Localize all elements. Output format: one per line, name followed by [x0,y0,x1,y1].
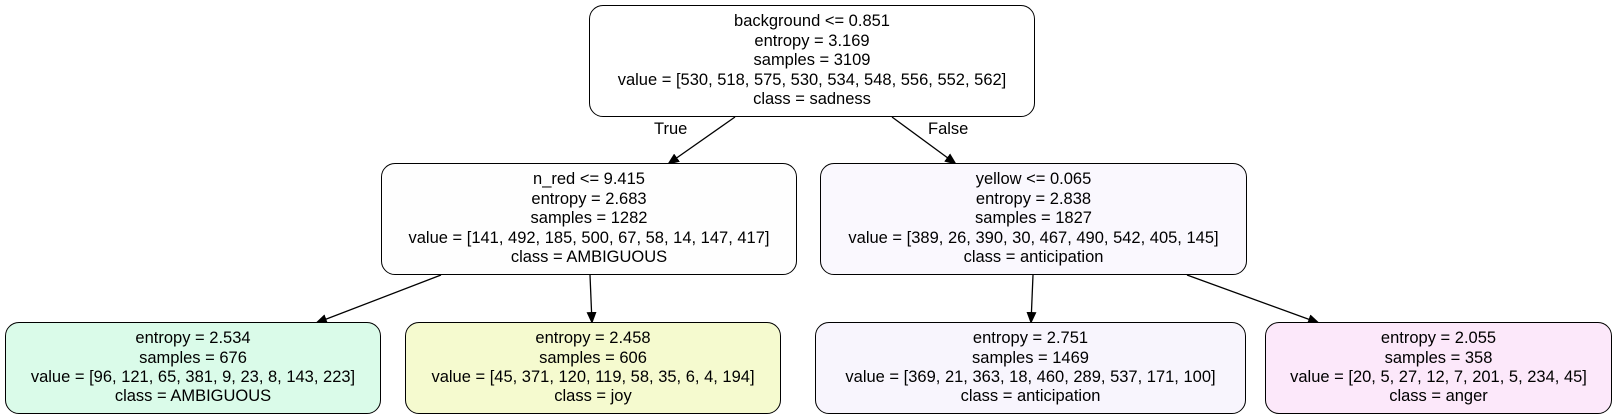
leaf1-samples: samples = 676 [139,348,247,367]
edge-left-leaf2 [586,274,597,324]
left-node: n_red <= 9.415 entropy = 2.683 samples =… [381,163,797,275]
leaf2-entropy: entropy = 2.458 [535,329,651,348]
leaf1-class: class = AMBIGUOUS [114,387,272,406]
leaf-node-1: entropy = 2.534 samples = 676 value = [9… [5,322,381,414]
leaf3-entropy: entropy = 2.751 [972,329,1089,348]
leaf2-class: class = joy [554,387,632,406]
leaf2-samples: samples = 606 [539,348,647,367]
leaf-node-3: entropy = 2.751 samples = 1469 value = [… [815,322,1246,414]
root-class: class = sadness [753,90,871,109]
right-node: yellow <= 0.065 entropy = 2.838 samples … [820,163,1247,275]
leaf1-value: value = [96, 121, 65, 381, 9, 23, 8, 143… [30,368,356,386]
right-entropy: entropy = 2.838 [975,189,1092,208]
leaf3-value: value = [369, 21, 363, 18, 460, 289, 537… [845,368,1216,386]
leaf4-class: class = anger [1389,387,1488,406]
leaf3-class: class = anticipation [960,387,1101,406]
left-split-rule: n_red <= 9.415 [533,170,645,189]
leaf4-value: value = [20, 5, 27, 12, 7, 201, 5, 234, … [1290,368,1587,386]
leaf4-entropy: entropy = 2.055 [1380,329,1497,348]
leaf3-samples: samples = 1469 [972,348,1089,367]
edge-root-right [891,116,957,165]
root-entropy: entropy = 3.169 [754,31,870,50]
leaf-node-2: entropy = 2.458 samples = 606 value = [4… [405,322,781,414]
root-samples: samples = 3109 [753,51,871,70]
edge-right-leaf4 [1186,274,1320,324]
edge-label-false: False [928,120,969,138]
edge-right-leaf3 [1026,274,1037,324]
edge-left-leaf1 [315,274,442,324]
left-entropy: entropy = 2.683 [531,189,647,208]
leaf1-entropy: entropy = 2.534 [135,329,251,348]
left-value: value = [141, 492, 185, 500, 67, 58, 14,… [408,228,770,247]
right-samples: samples = 1827 [975,209,1092,228]
left-class: class = AMBIGUOUS [510,248,668,267]
right-split-rule: yellow <= 0.065 [975,170,1092,189]
root-split-rule: background <= 0.851 [734,12,890,31]
left-samples: samples = 1282 [530,209,648,228]
root-value: value = [530, 518, 575, 530, 534, 548, 5… [617,70,1007,89]
edge-label-true: True [654,120,688,138]
leaf-node-4: entropy = 2.055 samples = 358 value = [2… [1265,322,1612,414]
edge-root-left [667,116,736,165]
leaf2-value: value = [45, 371, 120, 119, 58, 35, 6, 4… [431,368,755,386]
root-node: background <= 0.851 entropy = 3.169 samp… [589,5,1035,117]
right-class: class = anticipation [963,248,1104,267]
leaf4-samples: samples = 358 [1384,348,1493,367]
right-value: value = [389, 26, 390, 30, 467, 490, 542… [848,228,1219,247]
